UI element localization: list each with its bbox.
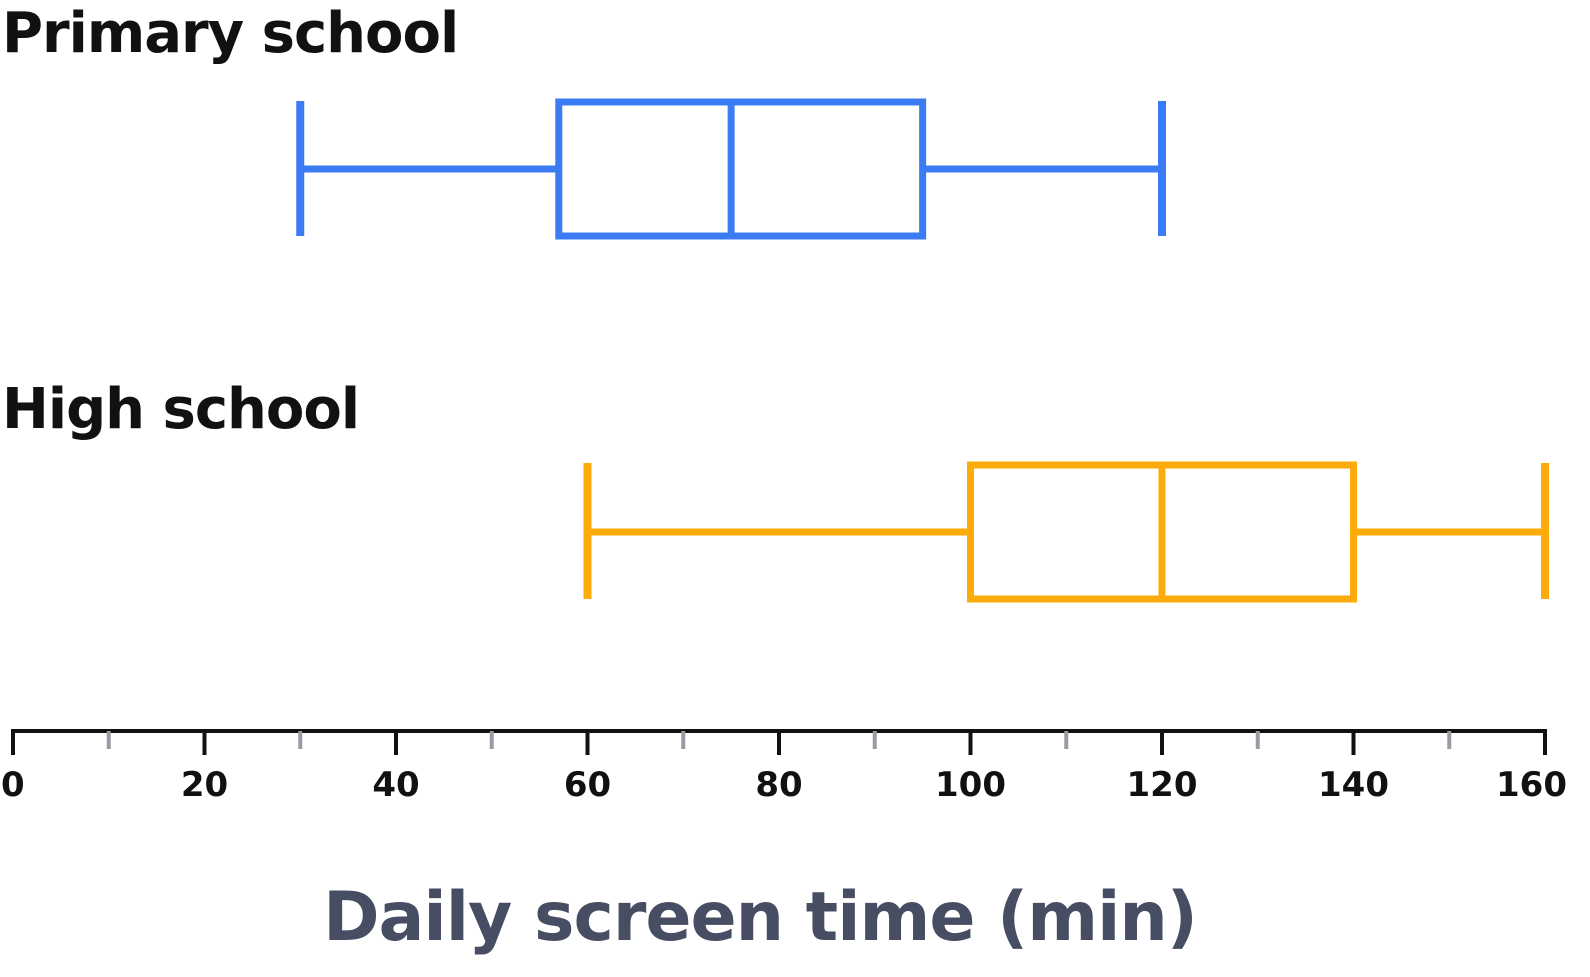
tick-label: 100 [935, 765, 1006, 805]
tick-label: 80 [755, 765, 802, 805]
tick-label: 40 [372, 765, 419, 805]
box-series: High school [2, 377, 1549, 603]
series-layer: Primary school High school [2, 1, 1549, 603]
tick-label: 60 [564, 765, 611, 805]
tick-label: 0 [1, 765, 25, 805]
series-title: Primary school [2, 1, 458, 66]
series-title: High school [2, 377, 359, 442]
x-axis: 0 20 40 60 80 100 120 140 160 [1, 729, 1567, 805]
x-axis-label: Daily screen time (min) [323, 878, 1197, 957]
x-axis-ticks: 0 20 40 60 80 100 120 140 160 [1, 731, 1567, 805]
box-series: Primary school [2, 1, 1166, 240]
tick-label: 120 [1127, 765, 1198, 805]
tick-label: 20 [181, 765, 228, 805]
iqr-box [555, 98, 927, 240]
tick-label: 140 [1318, 765, 1389, 805]
tick-label: 160 [1496, 765, 1567, 805]
